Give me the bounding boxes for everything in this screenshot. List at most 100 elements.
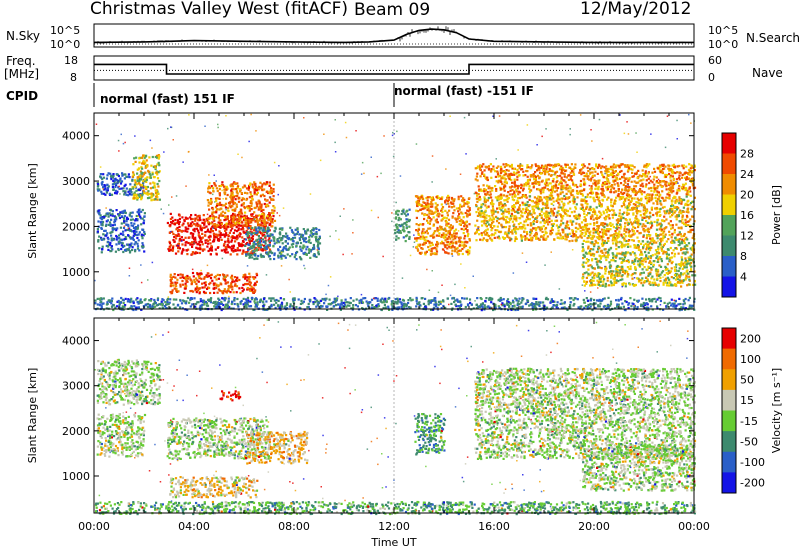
range-cell xyxy=(466,235,469,238)
range-cell xyxy=(229,194,233,197)
range-cell xyxy=(564,165,567,168)
range-cell xyxy=(173,236,176,239)
range-cell xyxy=(274,227,277,230)
range-cell xyxy=(647,230,650,233)
range-cell xyxy=(112,173,115,176)
range-cell xyxy=(250,233,253,236)
range-cell xyxy=(157,157,160,160)
range-cell xyxy=(145,165,149,168)
range-cell xyxy=(682,234,685,238)
range-cell xyxy=(523,211,526,215)
range-cell xyxy=(215,209,218,213)
range-cell xyxy=(202,226,205,229)
range-cell xyxy=(641,185,645,188)
range-cell xyxy=(553,207,556,210)
range-cell xyxy=(203,220,206,223)
range-cell xyxy=(423,213,426,216)
range-cell xyxy=(291,237,294,241)
range-cell xyxy=(135,226,138,229)
range-cell xyxy=(535,232,538,235)
range-cell xyxy=(571,223,574,226)
range-cell xyxy=(475,211,478,214)
range-cell xyxy=(122,187,125,190)
range-cell xyxy=(150,196,153,199)
range-cell xyxy=(548,197,551,200)
range-cell xyxy=(216,225,219,228)
range-cell xyxy=(561,197,564,200)
range-cell xyxy=(673,195,676,198)
range-cell xyxy=(269,220,272,223)
range-cell xyxy=(209,249,212,252)
range-cell xyxy=(150,192,153,195)
range-cell xyxy=(194,238,197,241)
range-cell xyxy=(498,203,501,207)
range-cell xyxy=(150,199,153,202)
range-cell xyxy=(124,229,127,232)
range-cell xyxy=(208,182,211,185)
range-cell xyxy=(476,214,479,217)
range-cell xyxy=(127,173,130,176)
range-cell xyxy=(680,176,684,179)
range-cell xyxy=(648,211,652,214)
range-cell xyxy=(632,213,635,216)
range-cell xyxy=(135,183,138,186)
range-cell xyxy=(256,214,259,217)
range-cell xyxy=(221,214,224,217)
range-cell xyxy=(226,216,229,219)
range-cell xyxy=(679,233,682,236)
range-cell xyxy=(604,222,607,225)
range-cell xyxy=(145,186,148,189)
range-cell xyxy=(580,233,584,236)
range-cell xyxy=(232,220,235,223)
range-cell xyxy=(208,238,211,241)
range-cell xyxy=(207,249,210,253)
range-cell xyxy=(251,288,254,292)
range-cell xyxy=(266,181,269,184)
range-cell xyxy=(172,239,175,242)
range-cell xyxy=(686,200,689,203)
range-cell xyxy=(519,210,523,213)
range-cell xyxy=(250,239,253,242)
range-cell xyxy=(224,224,227,227)
range-cell xyxy=(398,216,401,219)
range-cell xyxy=(503,237,506,240)
range-cell xyxy=(624,235,627,238)
range-cell xyxy=(246,287,249,290)
range-cell xyxy=(484,233,487,236)
range-cell xyxy=(215,278,218,281)
range-cell xyxy=(126,228,129,231)
range-cell xyxy=(466,229,469,232)
range-cell xyxy=(265,247,268,250)
range-cell xyxy=(598,164,601,167)
range-cell xyxy=(566,214,569,217)
range-cell xyxy=(172,284,175,287)
range-cell xyxy=(263,220,266,223)
range-cell xyxy=(230,216,233,219)
range-cell xyxy=(564,238,567,241)
range-cell xyxy=(244,238,247,241)
range-cell xyxy=(273,209,276,212)
range-cell xyxy=(220,249,223,252)
range-cell xyxy=(240,242,243,245)
range-cell xyxy=(564,212,567,215)
range-cell xyxy=(184,287,187,290)
range-cell xyxy=(232,196,235,199)
range-cell xyxy=(618,212,621,215)
range-cell xyxy=(505,169,508,172)
range-cell xyxy=(522,207,525,211)
range-cell xyxy=(562,206,565,209)
range-cell xyxy=(627,198,630,202)
range-cell xyxy=(137,176,140,179)
range-cell xyxy=(479,238,482,241)
range-cell xyxy=(198,292,201,295)
range-cell xyxy=(133,191,136,194)
range-cell xyxy=(304,237,307,240)
range-cell xyxy=(639,210,642,213)
range-cell xyxy=(129,190,132,193)
range-cell xyxy=(508,225,511,228)
range-cell xyxy=(286,253,289,256)
date-label: 12/May/2012 xyxy=(580,0,692,19)
range-cell xyxy=(246,220,249,223)
range-cell xyxy=(242,249,245,252)
range-cell xyxy=(487,234,490,238)
